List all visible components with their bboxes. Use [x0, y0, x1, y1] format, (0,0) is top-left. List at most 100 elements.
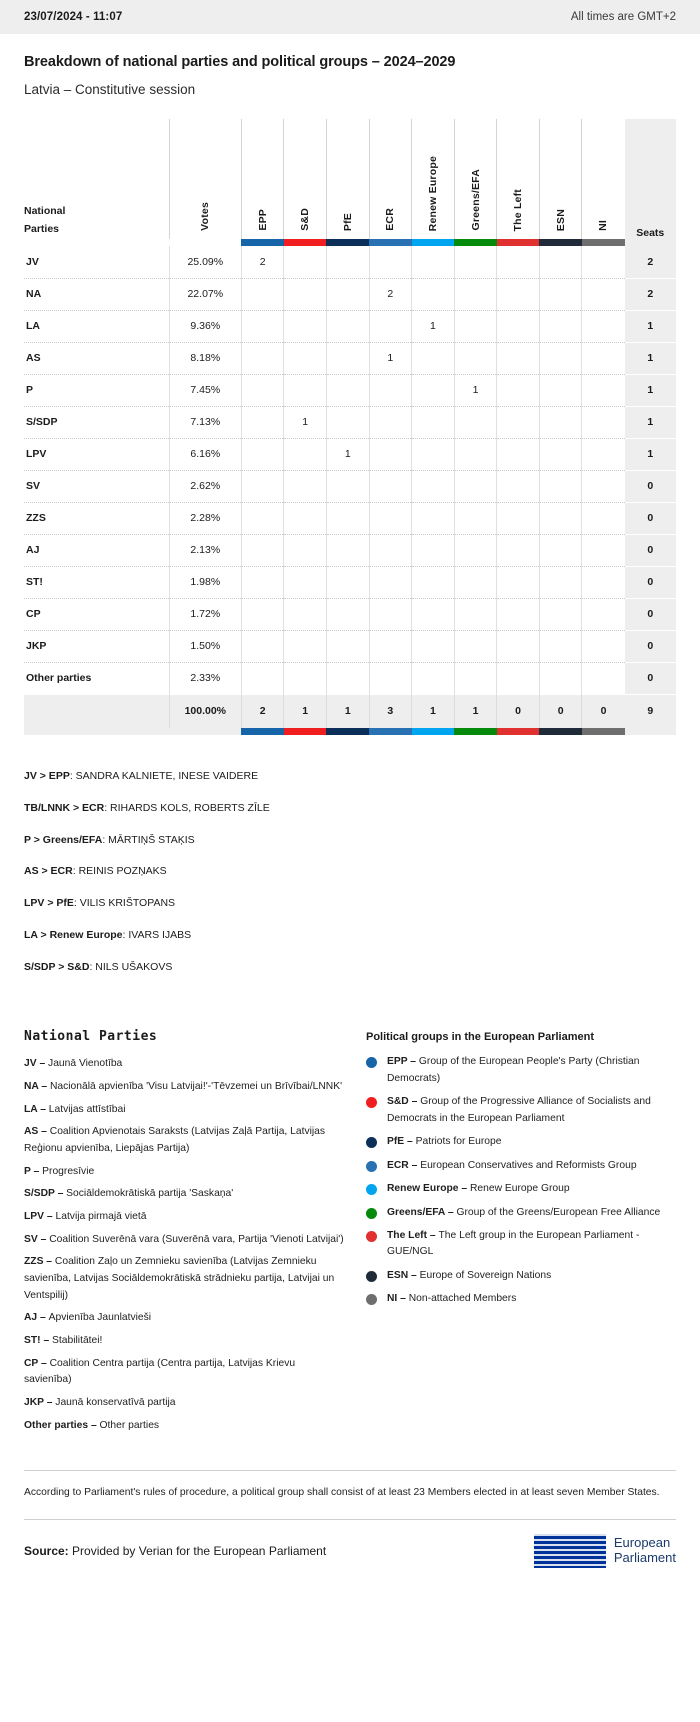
seat-cell — [581, 598, 625, 631]
seat-cell — [453, 598, 497, 631]
party-full-name: Other parties — [99, 1419, 160, 1431]
group-header-renew-europe: Renew Europe — [411, 119, 455, 239]
row-seats-total: 1 — [624, 374, 676, 407]
party-full-name: Jaunā Vienotība — [48, 1058, 123, 1070]
votes-cell: 1.98% — [168, 566, 242, 599]
european-parliament-logo: European Parliament — [533, 1534, 676, 1569]
party-name-cell: Other parties — [24, 662, 170, 695]
group-legend-text: ECR – European Conservatives and Reformi… — [387, 1158, 637, 1174]
seat-cell — [368, 566, 412, 599]
political-group-legend-item: Renew Europe – Renew Europe Group — [366, 1181, 668, 1197]
group-full-name: Patriots for Europe — [415, 1136, 502, 1148]
color-swatch-greens-efa — [454, 239, 497, 246]
party-full-name: Jaunā konservatīvā partija — [55, 1397, 176, 1408]
seat-cell — [368, 534, 412, 567]
party-abbr: P – — [24, 1165, 43, 1177]
rules-footnote: According to Parliament's rules of proce… — [24, 1487, 660, 1499]
political-groups-legend: Political groups in the European Parliam… — [366, 1029, 668, 1440]
seat-cell — [240, 598, 284, 631]
votes-cell: 2.13% — [168, 534, 242, 567]
seat-cell — [368, 470, 412, 503]
seat-cell: 1 — [453, 374, 497, 407]
national-party-legend-item: AS – Coalition Apvienotais Saraksts (Lat… — [24, 1124, 344, 1157]
national-parties-header: National Parties — [24, 119, 169, 239]
party-name-cell: ST! — [24, 566, 170, 599]
row-seats-total: 1 — [624, 310, 676, 343]
seat-cell — [240, 470, 284, 503]
total-seat-cell: 1 — [453, 693, 497, 728]
party-name-cell: CP — [24, 598, 170, 631]
votes-cell: 2.28% — [168, 502, 242, 535]
party-abbr: LA – — [24, 1103, 49, 1115]
source-line: Source: Provided by Verian for the Europ… — [24, 1544, 326, 1558]
national-party-legend-item: AJ – Apvienība Jaunlatvieši — [24, 1310, 344, 1327]
votes-cell: 8.18% — [168, 342, 242, 375]
votes-cell: 25.09% — [168, 246, 242, 279]
group-abbr: EPP – — [387, 1056, 419, 1068]
total-color-swatch-esn — [539, 728, 582, 735]
seat-cell — [325, 662, 370, 695]
total-seat-cell: 0 — [496, 693, 540, 728]
group-legend-text: Greens/EFA – Group of the Greens/Europea… — [387, 1205, 660, 1221]
party-name-cell: JV — [24, 246, 170, 279]
seat-cell — [411, 566, 455, 599]
seat-cell — [538, 278, 582, 311]
seat-cell — [496, 438, 540, 471]
seat-cell — [368, 246, 412, 279]
mep-assignment-label: AS > ECR — [24, 865, 73, 878]
national-parties-legend-title: National Parties — [24, 1029, 158, 1045]
mep-assignment-item: JV > EPP: SANDRA KALNIETE, INESE VAIDERE — [24, 769, 676, 785]
source-label: Source: — [24, 1544, 69, 1559]
mep-assignment-item: LA > Renew Europe: IVARS IJABS — [24, 928, 676, 944]
color-swatch-the-left — [496, 239, 540, 246]
mep-assignment-names: : VILIS KRIŠTOPANS — [73, 897, 176, 909]
row-seats-total: 0 — [624, 534, 676, 567]
seat-cell — [453, 630, 497, 663]
seat-cell — [453, 278, 497, 311]
seat-cell — [325, 630, 370, 663]
seat-cell — [496, 406, 540, 439]
group-color-dot-icon — [366, 1207, 377, 1219]
seat-cell — [496, 278, 540, 311]
group-full-name: European Conservatives and Reformists Gr… — [420, 1159, 637, 1171]
color-swatch-renew-europe — [411, 239, 455, 246]
seat-cell — [411, 470, 455, 503]
seat-cell — [581, 342, 625, 375]
total-seat-cell: 2 — [240, 693, 284, 728]
seat-cell — [453, 246, 497, 279]
seat-cell — [240, 406, 284, 439]
table-row: AJ 2.13% 0 — [24, 534, 676, 567]
seat-cell — [538, 438, 582, 471]
party-full-name: Coalition Apvienotais Saraksts (Latvijas… — [24, 1126, 326, 1154]
seat-cell — [453, 534, 497, 567]
group-full-name: Non-attached Members — [408, 1293, 517, 1305]
title-block: Breakdown of national parties and politi… — [0, 34, 700, 97]
seat-cell — [453, 470, 497, 503]
national-party-legend-item: S/SDP – Sociāldemokrātiskā partija 'Sask… — [24, 1186, 344, 1203]
seat-cell — [538, 406, 582, 439]
timezone-note: All times are GMT+2 — [570, 11, 676, 23]
votes-cell: 1.50% — [168, 630, 242, 663]
party-name-cell: JKP — [24, 630, 170, 663]
footer: Source: Provided by Verian for the Europ… — [0, 1520, 700, 1586]
seat-cell — [368, 310, 412, 343]
seat-cell — [411, 502, 455, 535]
seat-cell — [538, 566, 582, 599]
seat-cell — [581, 662, 625, 695]
political-group-legend-item: Greens/EFA – Group of the Greens/Europea… — [366, 1205, 668, 1221]
group-full-name: Renew Europe Group — [469, 1183, 570, 1195]
party-name-cell: LPV — [24, 438, 170, 471]
party-full-name: Sociāldemokrātiskā partija 'Saskaņa' — [66, 1188, 234, 1200]
seat-cell — [283, 534, 327, 567]
seat-cell — [496, 502, 540, 535]
row-seats-total: 0 — [624, 502, 676, 535]
votes-cell: 1.72% — [168, 598, 242, 631]
seat-cell — [496, 374, 540, 407]
seat-cell — [325, 598, 370, 631]
color-swatch-ni — [581, 239, 625, 246]
total-color-swatch-greens-efa — [454, 728, 497, 735]
mep-assignment-label: P > Greens/EFA — [24, 833, 103, 846]
group-header-the-left: The Left — [496, 119, 540, 239]
party-full-name: Apvienība Jaunlatvieši — [48, 1312, 152, 1324]
national-party-legend-item: P – Progresīvie — [24, 1164, 344, 1181]
